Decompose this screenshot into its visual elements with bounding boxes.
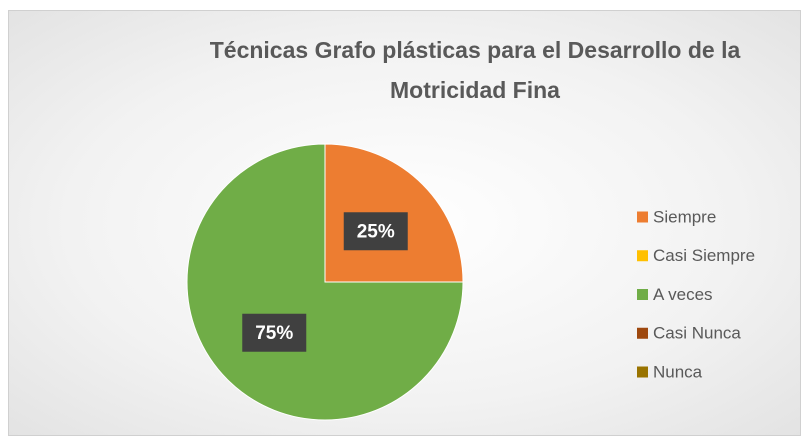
- data-label: 75%: [255, 323, 293, 344]
- legend-label: Casi Siempre: [653, 246, 755, 265]
- legend-label: A veces: [653, 285, 713, 304]
- legend-label: Nunca: [653, 362, 703, 381]
- legend-swatch: [637, 327, 648, 339]
- legend-swatch: [637, 289, 648, 300]
- legend-label: Casi Nunca: [653, 324, 741, 343]
- legend-swatch: [637, 366, 648, 378]
- chart-title: Técnicas Grafo plásticas para el Desarro…: [209, 37, 741, 103]
- data-label: 25%: [357, 221, 395, 242]
- legend-swatch: [637, 211, 648, 223]
- data-label-box: [242, 313, 307, 352]
- legend-swatch: [637, 250, 648, 262]
- legend-label: Siempre: [653, 207, 716, 226]
- data-label-box: [343, 212, 408, 251]
